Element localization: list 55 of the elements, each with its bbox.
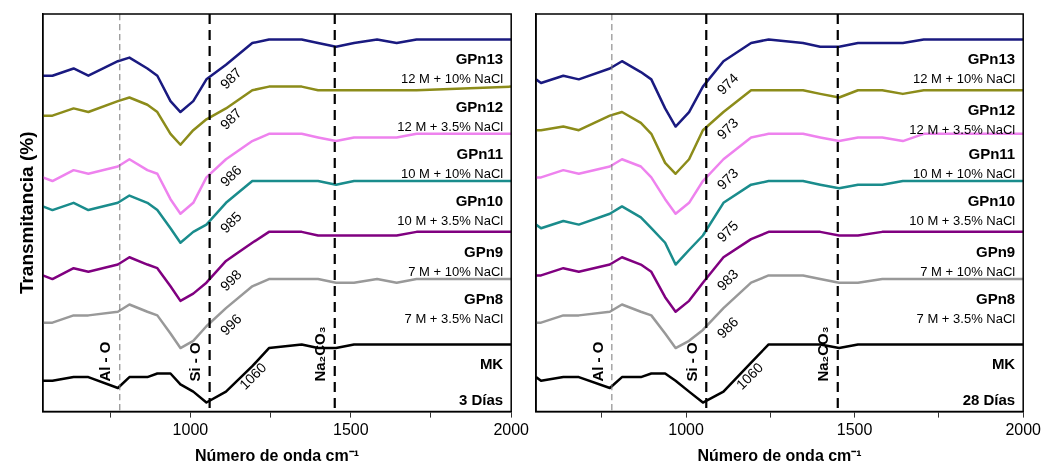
annotation: 10 M + 10% NaCl xyxy=(912,165,1016,181)
series-label: GPn9 xyxy=(464,242,504,260)
annotation: 7 M + 3.5% NaCl xyxy=(916,311,1016,327)
series-label: GPn10 xyxy=(967,192,1016,210)
ref-line-label: Si - O xyxy=(682,342,700,382)
annotation: 986 xyxy=(216,161,245,190)
annotation: 987 xyxy=(216,104,245,133)
annotation: 987 xyxy=(216,64,245,93)
x-tick-label: 1500 xyxy=(836,420,873,438)
annotation: 973 xyxy=(713,164,742,193)
annotation: 975 xyxy=(713,217,742,246)
annotation: 996 xyxy=(216,310,245,339)
series-label: GPn12 xyxy=(455,97,504,115)
series-label: GPn10 xyxy=(455,192,504,210)
ref-line-label: Al - O xyxy=(96,341,114,382)
series-label: GPn8 xyxy=(464,290,504,308)
annotation: 10 M + 3.5% NaCl xyxy=(909,213,1016,229)
x-axis-title: Número de onda cm⁻¹ xyxy=(697,446,862,464)
x-axis-title: Número de onda cm⁻¹ xyxy=(194,446,360,464)
annotation: 10 M + 10% NaCl xyxy=(400,165,504,181)
series-label: MK xyxy=(991,355,1016,373)
annotation: 7 M + 10% NaCl xyxy=(408,263,504,279)
annotation: 28 Días xyxy=(962,390,1016,408)
annotation: 12 M + 10% NaCl xyxy=(912,71,1016,87)
annotation: 10 M + 3.5% NaCl xyxy=(397,213,504,229)
series-label: GPn11 xyxy=(456,144,504,162)
x-tick-label: 2000 xyxy=(493,420,530,438)
annotation: 12 M + 3.5% NaCl xyxy=(397,118,504,134)
annotation: 983 xyxy=(713,265,742,294)
series-label: GPn13 xyxy=(455,50,504,68)
series-label: GPn11 xyxy=(968,144,1016,162)
series-label: GPn9 xyxy=(976,242,1016,260)
series-label: GPn8 xyxy=(976,290,1016,308)
x-tick-label: 1000 xyxy=(668,420,704,438)
annotation: 985 xyxy=(216,208,245,237)
series-label: GPn12 xyxy=(967,101,1016,119)
series-label: MK xyxy=(479,355,504,373)
x-tick-label: 1000 xyxy=(172,420,209,438)
annotation: 7 M + 3.5% NaCl xyxy=(404,311,504,327)
annotation: 986 xyxy=(713,313,742,342)
annotation: 973 xyxy=(713,114,742,143)
annotation: 3 Días xyxy=(459,390,504,408)
annotation: 974 xyxy=(713,69,742,98)
y-axis-title: Transmitancia (%) xyxy=(15,131,37,295)
annotation: 12 M + 10% NaCl xyxy=(400,71,504,87)
ref-line-label: Na₂CO₃ xyxy=(311,326,329,382)
series-label: GPn13 xyxy=(967,50,1016,68)
annotation: 998 xyxy=(216,266,245,295)
ref-line-label: Si - O xyxy=(186,342,204,382)
annotation: 12 M + 3.5% NaCl xyxy=(909,122,1016,138)
x-tick-label: 1500 xyxy=(332,420,369,438)
annotation: 7 M + 10% NaCl xyxy=(920,263,1016,279)
x-tick-label: 2000 xyxy=(1005,420,1042,438)
ref-line-label: Al - O xyxy=(588,341,606,382)
ref-line-label: Na₂CO₃ xyxy=(814,326,832,382)
